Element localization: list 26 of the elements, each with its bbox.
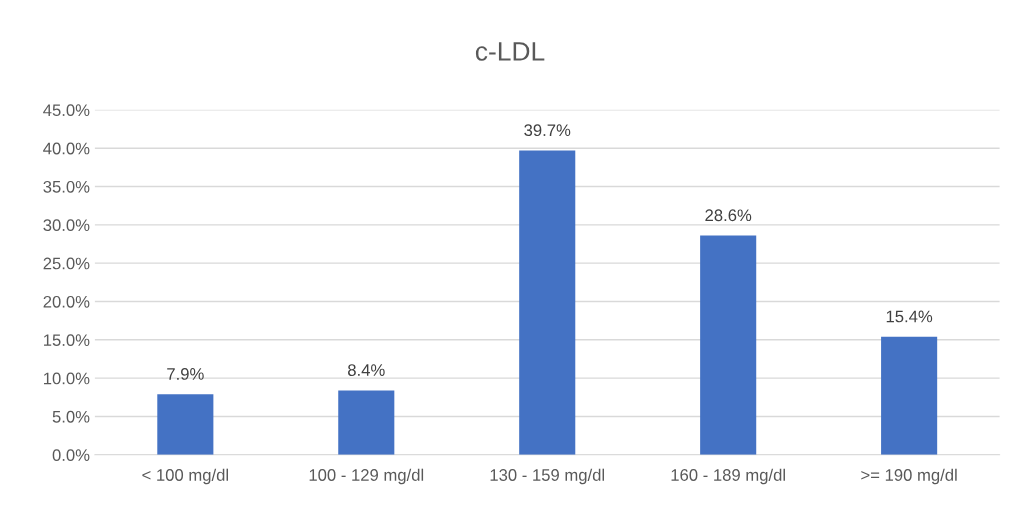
chart-title: c-LDL (475, 42, 545, 61)
y-tick-label: 45.0% (43, 104, 90, 117)
data-label: 7.9% (167, 368, 204, 380)
data-label: 15.4% (886, 310, 933, 323)
y-tick-label: 30.0% (43, 219, 90, 232)
data-label: 8.4% (348, 364, 385, 376)
y-tick-label: 25.0% (43, 257, 90, 270)
y-tick-label: 0.0% (52, 449, 90, 461)
x-tick-label: >= 190 mg/dl (861, 468, 957, 485)
y-tick-label: 20.0% (43, 295, 90, 308)
data-label: 28.6% (705, 209, 752, 222)
bar (700, 235, 757, 455)
y-tick-label: 40.0% (43, 142, 90, 155)
y-tick-label: 5.0% (52, 410, 90, 423)
x-tick-label: 100 - 129 mg/dl (309, 468, 424, 485)
x-tick-label: 160 - 189 mg/dl (671, 468, 785, 485)
y-tick-label: 15.0% (44, 334, 90, 347)
x-tick-label: 130 - 159 mg/dl (490, 468, 605, 485)
data-label: 39.7% (524, 124, 571, 137)
bar (157, 394, 214, 455)
y-tick-label: 35.0% (43, 180, 90, 193)
bar (338, 390, 395, 455)
y-tick-label: 10.0% (44, 372, 90, 385)
x-tick-label: < 100 mg/dl (142, 468, 228, 485)
bar (881, 336, 938, 455)
bar (519, 150, 576, 455)
